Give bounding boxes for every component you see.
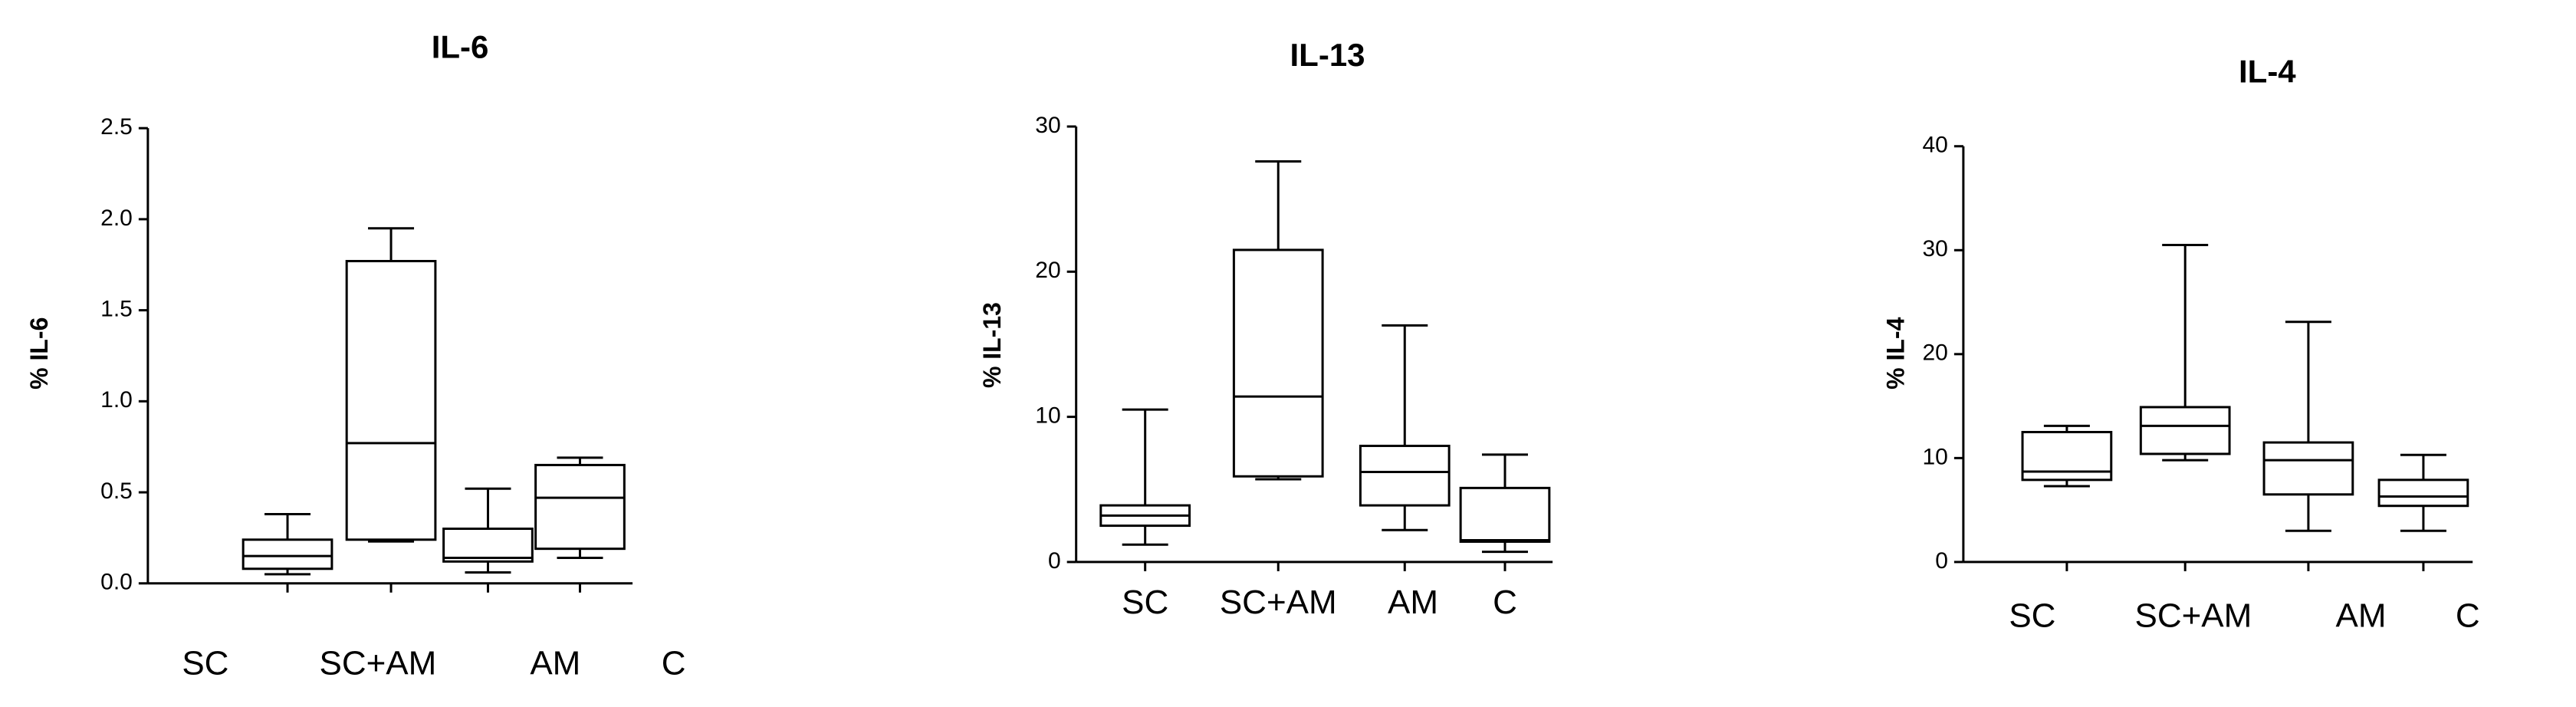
y-tick-label: 30 — [1923, 236, 1948, 261]
y-tick-label: 1.5 — [100, 297, 133, 322]
category-label: SC+AM — [1220, 584, 1337, 621]
y-tick-label: 1.0 — [100, 387, 133, 413]
category-label: AM — [530, 645, 580, 682]
chart-title: IL-4 — [2239, 54, 2296, 90]
category-label: C — [662, 645, 686, 682]
category-label: C — [2456, 597, 2480, 634]
y-tick-label: 0.5 — [100, 478, 133, 504]
y-tick-label: 20 — [1035, 258, 1060, 283]
y-tick-label: 0 — [1048, 548, 1061, 574]
y-tick-label: 20 — [1923, 340, 1948, 366]
box — [2262, 441, 2354, 496]
category-label: C — [1493, 584, 1517, 621]
category-label: SC — [2009, 597, 2055, 634]
category-label: SC+AM — [319, 645, 436, 682]
box — [2377, 478, 2469, 508]
category-label: AM — [2335, 597, 2386, 634]
box — [442, 528, 534, 563]
category-label: SC — [182, 645, 228, 682]
y-axis-label: % IL-4 — [1882, 317, 1910, 389]
box — [534, 463, 626, 551]
category-label: AM — [1388, 584, 1438, 621]
chart-title: IL-13 — [1290, 37, 1365, 73]
box — [1459, 486, 1551, 543]
category-label: SC+AM — [2134, 597, 2252, 634]
y-axis-label: % IL-6 — [25, 317, 53, 390]
box — [2139, 406, 2231, 455]
box — [1359, 444, 1451, 507]
y-tick-label: 10 — [1035, 403, 1060, 429]
y-tick-label: 30 — [1035, 113, 1060, 138]
y-tick-label: 0 — [1935, 548, 1948, 574]
y-tick-label: 2.0 — [100, 206, 133, 231]
y-axis-label: % IL-13 — [978, 302, 1006, 388]
y-tick-label: 0.0 — [100, 570, 133, 595]
box — [1232, 248, 1324, 478]
y-tick-label: 40 — [1923, 133, 1948, 158]
y-tick-label: 2.5 — [100, 114, 133, 140]
chart-title: IL-6 — [432, 28, 489, 64]
box — [345, 259, 437, 541]
y-tick-label: 10 — [1923, 444, 1948, 469]
box — [242, 538, 334, 571]
category-label: SC — [1122, 584, 1168, 621]
